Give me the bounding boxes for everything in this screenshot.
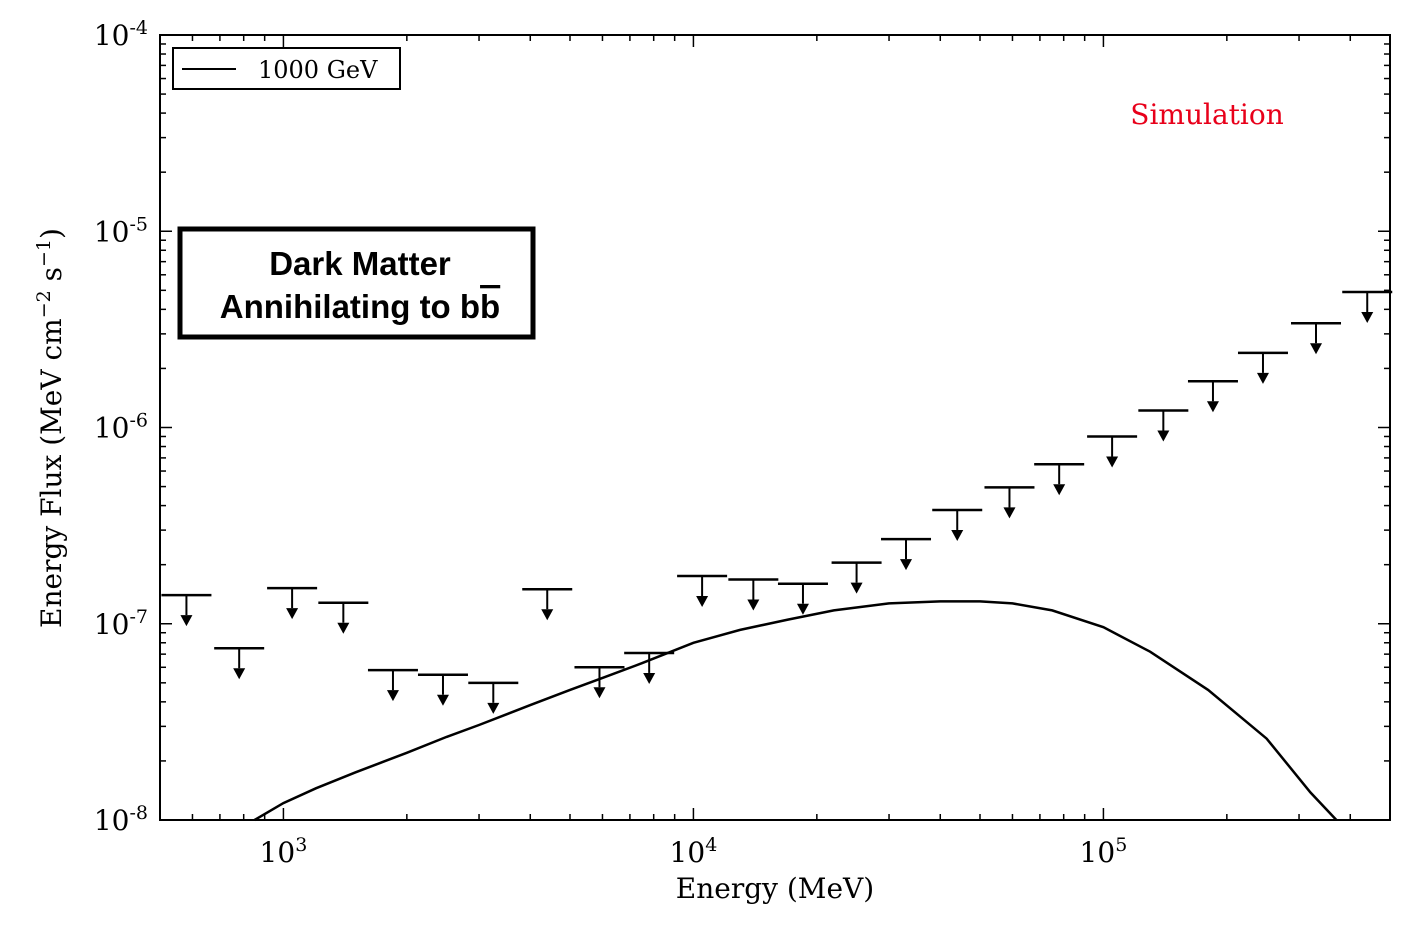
upper-limit: [1342, 290, 1393, 324]
y-axis-label-main: Energy Flux (MeV cm: [35, 318, 68, 628]
upper-limit: [267, 586, 318, 620]
upper-limit: [932, 508, 983, 541]
upper-limit: [214, 647, 265, 680]
y-axis-label-sup1: −2: [33, 290, 55, 318]
upper-limit: [1291, 321, 1342, 355]
upper-limits: [161, 290, 1393, 714]
upper-limit: [1187, 380, 1238, 413]
upper-limit: [417, 673, 468, 706]
upper-limit: [318, 601, 369, 634]
dark-matter-line1: Dark Matter: [269, 245, 451, 282]
series-line-1000-gev: [253, 600, 1338, 822]
upper-limit: [367, 668, 418, 702]
upper-limit: [881, 537, 932, 571]
y-axis-label: Energy Flux (MeV cm−2 s−1): [33, 228, 68, 628]
upper-limit: [728, 578, 779, 611]
upper-limit: [161, 593, 212, 627]
upper-limit: [831, 561, 882, 594]
upper-limit: [1138, 409, 1189, 442]
y-tick-label: 10-8: [94, 802, 148, 837]
y-axis-label-end: ): [35, 228, 68, 239]
legend-entry: 1000 GeV: [258, 56, 378, 84]
x-ticks: 103 104 105: [159, 35, 1391, 869]
dark-matter-line2: Annihilating to bb: [220, 288, 500, 325]
x-tick-label: 104: [670, 834, 718, 869]
dark-matter-annotation: Dark Matter Annihilating to bb: [177, 226, 536, 340]
y-tick-label: 10-4: [94, 17, 148, 52]
upper-limit: [677, 574, 728, 608]
simulation-annotation: Simulation: [1130, 98, 1283, 131]
upper-limit: [1087, 435, 1138, 468]
y-ticks: 10-8 10-7 10-6 10-5 10-4: [94, 17, 1390, 837]
x-tick-label: 103: [260, 834, 308, 869]
plot-frame: [159, 34, 1391, 821]
upper-limit: [574, 666, 625, 699]
y-tick-label: 10-7: [94, 606, 148, 641]
upper-limit: [1237, 351, 1288, 384]
upper-limit: [522, 587, 573, 621]
upper-limit: [624, 651, 675, 684]
x-tick-label: 105: [1080, 834, 1128, 869]
y-axis-label-sup2: −1: [33, 239, 55, 267]
y-tick-label: 10-5: [94, 213, 148, 248]
upper-limit: [1034, 462, 1085, 496]
y-tick-label: 10-6: [94, 410, 148, 445]
upper-limit: [777, 582, 828, 615]
x-axis-label: Energy (MeV): [676, 872, 874, 905]
upper-limit: [468, 681, 519, 714]
dark-matter-box: [177, 226, 536, 340]
dark-matter-line2-bbar: b: [480, 288, 500, 325]
legend: 1000 GeV: [172, 47, 401, 90]
upper-limit: [984, 486, 1035, 519]
dark-matter-line2-prefix: Annihilating to b: [220, 288, 480, 325]
y-axis-label-mid: s: [35, 267, 68, 290]
